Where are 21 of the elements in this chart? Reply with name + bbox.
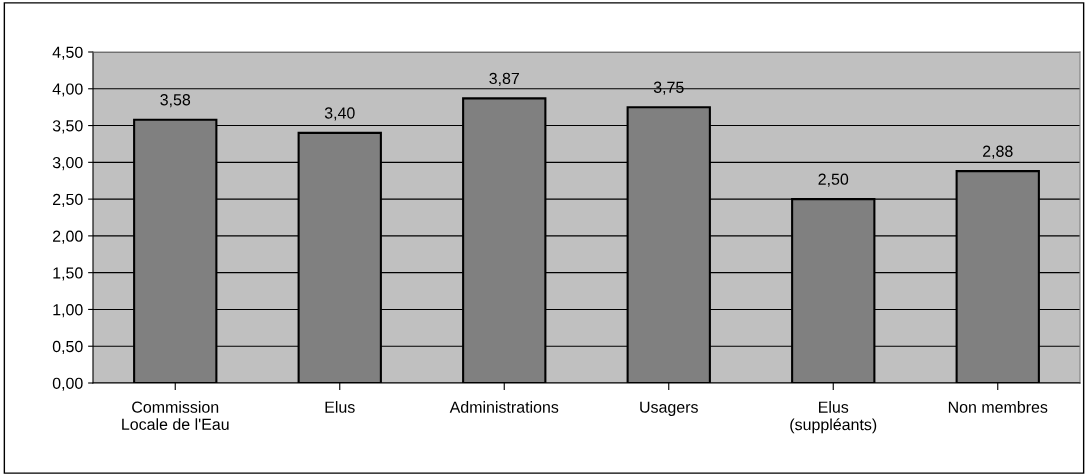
y-tick-label: 1,50 — [53, 267, 83, 281]
data-label: 2,88 — [983, 145, 1013, 159]
x-tick-label: Usagers — [640, 401, 698, 416]
y-tick-label: 0,00 — [52, 377, 83, 391]
x-tick-label: Elus (suppléants) — [790, 401, 877, 434]
y-tick-label: 3,50 — [52, 120, 83, 134]
y-tick-label: 4,50 — [52, 46, 83, 60]
y-tick-label: 1,00 — [53, 304, 83, 318]
data-label: 3,40 — [324, 107, 355, 121]
x-tick-label: Commission Locale de l'Eau — [122, 401, 229, 430]
x-tick-label: Elus — [325, 401, 355, 413]
data-label: 3,87 — [489, 72, 519, 86]
data-label: 3,58 — [160, 94, 191, 108]
x-tick-label: Administrations — [449, 401, 559, 413]
data-label: 2,50 — [818, 173, 849, 187]
y-tick-label: 3,00 — [52, 156, 83, 171]
y-tick-label: 2,00 — [53, 230, 83, 244]
x-tick-label: Non membres — [948, 401, 1048, 413]
y-tick-label: 2,50 — [53, 193, 83, 207]
y-tick-label: 4,00 — [52, 83, 83, 97]
y-tick-label: 0,50 — [52, 340, 83, 355]
